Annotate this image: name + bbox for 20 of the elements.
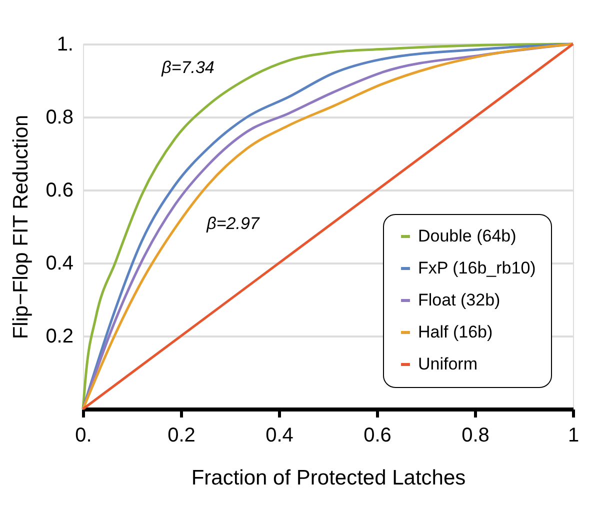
- y-tick-label: 0.4: [46, 252, 74, 274]
- y-tick-label: 1.: [56, 34, 74, 56]
- x-axis-title: Fraction of Protected Latches: [191, 466, 466, 490]
- legend-label: Half (16b): [418, 322, 493, 342]
- legend-label: Float (32b): [418, 290, 500, 310]
- x-tick-label: 0.4: [266, 424, 294, 446]
- legend-label: FxP (16b_rb10): [418, 258, 536, 278]
- annotation: β=7.34: [160, 58, 214, 77]
- legend-label: Uniform: [418, 354, 478, 374]
- x-tick-label: 0.6: [364, 424, 392, 446]
- x-tick-label: 0.: [75, 424, 92, 446]
- annotation: β=2.97: [206, 214, 260, 233]
- legend-label: Double (64b): [418, 226, 516, 246]
- y-tick-label: 0.2: [46, 326, 74, 348]
- y-tick-label: 0.6: [46, 180, 74, 202]
- y-axis-title: Flip−Flop FIT Reduction: [10, 114, 33, 340]
- x-tick-label: 0.2: [168, 424, 196, 446]
- x-tick-label: 1: [568, 424, 580, 446]
- x-tick-label: 0.8: [462, 424, 490, 446]
- y-tick-label: 0.8: [46, 106, 74, 128]
